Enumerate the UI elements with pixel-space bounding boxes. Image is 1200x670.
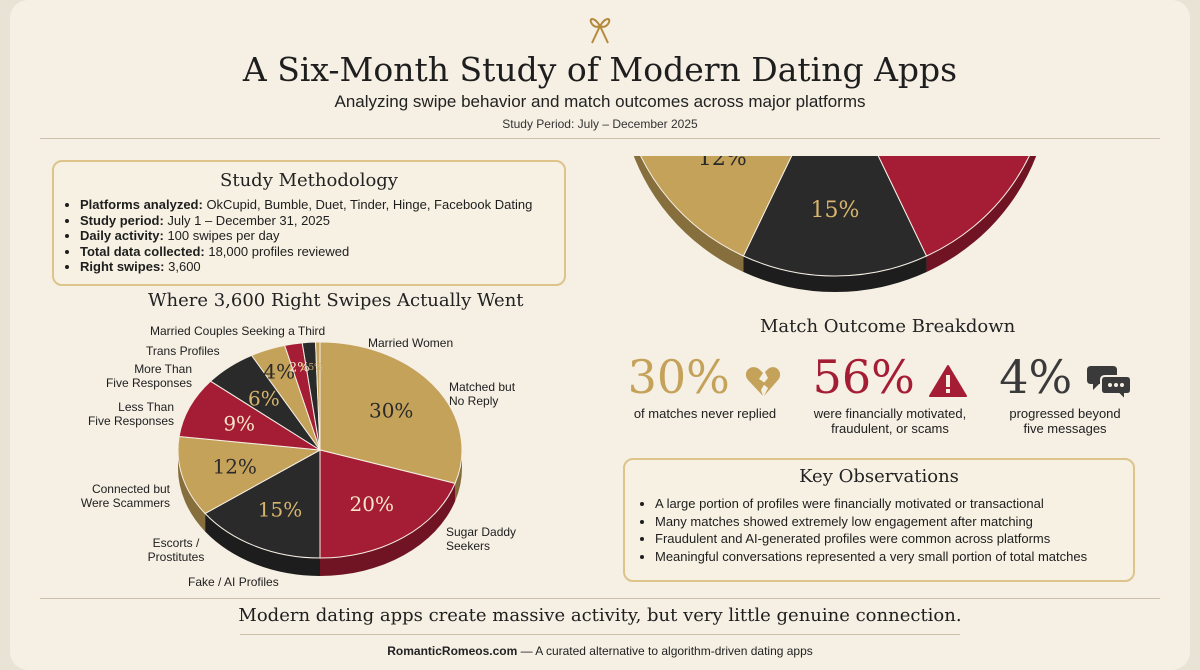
methodology-item: Right swipes: 3,600	[80, 259, 564, 275]
detail-slice-side	[633, 156, 744, 273]
right-swipes-pie-chart: 30% 20% 15%12% 9%6%4%2%1.5%	[177, 341, 463, 576]
pie-value-label: 12%	[212, 455, 256, 479]
detail-slice	[640, 156, 793, 257]
label-married-women: Married Women	[368, 336, 454, 350]
pie-slice-side	[205, 513, 320, 576]
methodology-title: Study Methodology	[220, 170, 398, 191]
pie-value-label: 20%	[350, 492, 394, 516]
pie-slice	[177, 435, 322, 515]
label-more-five: More Than Five Responses	[105, 362, 192, 390]
outcomes-title: Match Outcome Breakdown	[760, 316, 1016, 337]
key-observations-box: Key Observations A large portion of prof…	[623, 458, 1135, 582]
methodology-item: Platforms analyzed: OkCupid, Bumble, Due…	[80, 197, 564, 213]
detail-pie-chart: 12% 15% 20%	[633, 156, 1037, 292]
pie-value-label: 2%	[289, 360, 310, 375]
pie-slice	[178, 380, 321, 451]
detail-value-label: 20%	[931, 156, 980, 160]
detail-slice-side	[743, 256, 927, 292]
pie-slice-side	[320, 483, 456, 576]
chat-bubbles-icon	[1086, 366, 1132, 403]
warning-icon	[929, 365, 968, 397]
pie-slice-side	[455, 450, 462, 502]
label-fake-ai: Fake / AI Profiles	[188, 575, 279, 589]
observation-item: Many matches showed extremely low engage…	[655, 513, 1133, 531]
label-married-couples: Married Couples Seeking a Third	[150, 324, 326, 338]
detail-value-label: 15%	[811, 198, 860, 223]
methodology-item: Study period: July 1 – December 31, 2025	[80, 213, 564, 229]
stat-financial-value: 56%	[812, 350, 915, 404]
observation-item: A large portion of profiles were financi…	[655, 495, 1133, 513]
site-link[interactable]: RomanticRomeos.com	[387, 644, 518, 658]
stat-progressed: 4% progressed beyond five messages	[990, 352, 1140, 436]
study-period: Study Period: July – December 2025	[502, 117, 698, 131]
pie-slice	[319, 341, 463, 484]
label-scammers: Connected but Were Scammers	[80, 482, 170, 510]
stat-progressed-value: 4%	[999, 350, 1073, 404]
key-observations-title: Key Observations	[799, 466, 959, 487]
detail-slice-side	[926, 156, 1037, 273]
label-escorts: Escorts / Prostitutes	[147, 536, 205, 564]
label-sugar-daddy: Sugar Daddy Seekers	[446, 525, 517, 553]
stat-no-reply-value: 30%	[627, 350, 730, 404]
methodology-item: Daily activity: 100 swipes per day	[80, 228, 564, 244]
pie-slice	[319, 449, 456, 559]
header-divider	[40, 138, 1160, 139]
observation-item: Meaningful conversations represented a v…	[655, 548, 1133, 566]
label-matched-no-reply: Matched but No Reply	[449, 380, 516, 408]
observation-item: Fraudulent and AI-generated profiles wer…	[655, 530, 1133, 548]
detail-slice	[742, 156, 928, 277]
footer-divider	[40, 598, 1160, 599]
pie-slice	[204, 449, 321, 559]
page-subtitle: Analyzing swipe behavior and match outco…	[334, 92, 866, 111]
pie-value-label: 6%	[248, 386, 280, 410]
detail-slice	[877, 156, 1030, 257]
stat-progressed-caption: progressed beyond five messages	[1009, 406, 1121, 436]
ribbon-logo-icon	[589, 18, 611, 44]
stat-no-reply-caption: of matches never replied	[633, 406, 777, 421]
credit-divider	[240, 634, 960, 635]
footer-credit: RomanticRomeos.com — A curated alternati…	[387, 644, 813, 658]
key-observations-list: A large portion of profiles were financi…	[625, 495, 1133, 565]
pie-value-label: 9%	[223, 411, 255, 435]
methodology-box: Study Methodology Platforms analyzed: Ok…	[52, 160, 566, 286]
pie-value-label: 1.5%	[300, 363, 323, 373]
methodology-item: Total data collected: 18,000 profiles re…	[80, 244, 564, 260]
label-less-five: Less Than Five Responses	[87, 400, 174, 428]
footer-tagline: Modern dating apps create massive activi…	[238, 605, 962, 626]
pie-slice	[315, 341, 321, 451]
detail-value-label: 12%	[698, 156, 747, 171]
pie-value-label: 30%	[369, 399, 413, 423]
pie-value-label: 4%	[263, 360, 295, 384]
pie-value-label: 15%	[258, 498, 302, 522]
broken-heart-icon	[746, 367, 781, 396]
page-title: A Six-Month Study of Modern Dating Apps	[242, 50, 958, 89]
stat-financial-caption: were financially motivated, fraudulent, o…	[813, 406, 967, 436]
methodology-list: Platforms analyzed: OkCupid, Bumble, Due…	[54, 197, 564, 275]
stat-financial: 56% were financially motivated, fraudulen…	[800, 352, 980, 436]
stat-no-reply: 30% of matches never replied	[620, 352, 790, 421]
pie-chart-title: Where 3,600 Right Swipes Actually Went	[148, 290, 524, 311]
pie-slice-side	[178, 450, 206, 532]
label-trans-profiles: Trans Profiles	[146, 344, 220, 358]
